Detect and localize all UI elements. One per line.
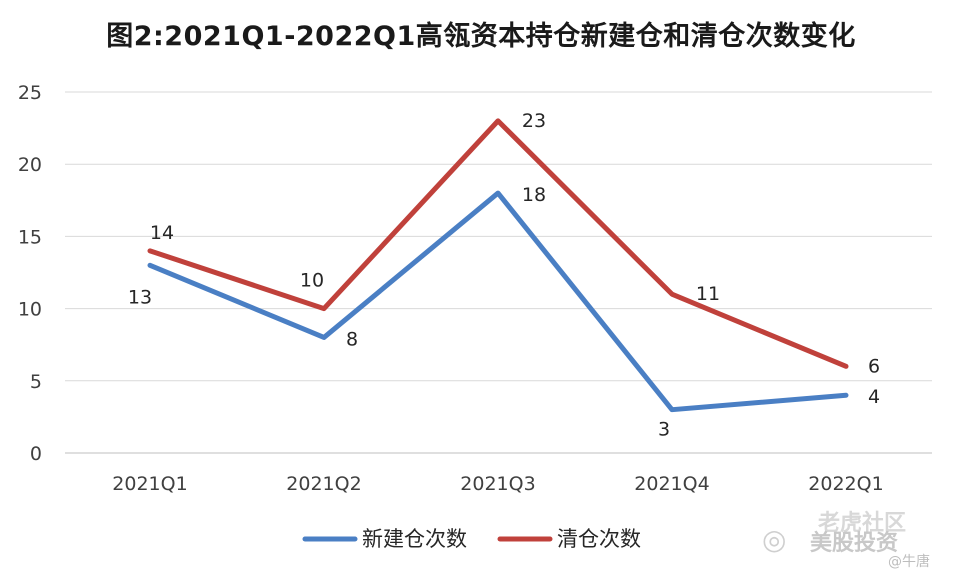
series-lines bbox=[147, 118, 849, 413]
data-label: 11 bbox=[696, 283, 720, 305]
y-axis-ticks: 0 5 10 15 20 25 bbox=[18, 82, 42, 465]
x-tick-label: 2022Q1 bbox=[808, 473, 883, 495]
x-axis-ticks: 2021Q1 2021Q2 2021Q3 2021Q4 2022Q1 bbox=[112, 473, 883, 495]
data-label: 14 bbox=[150, 222, 174, 244]
watermark: ◎ 老虎社区 美股投资 @牛唐 bbox=[760, 505, 960, 575]
series-line bbox=[147, 190, 849, 413]
watermark-line3: @牛唐 bbox=[888, 554, 930, 570]
y-tick-label: 5 bbox=[30, 371, 42, 393]
data-label: 10 bbox=[300, 270, 324, 292]
y-tick-label: 20 bbox=[18, 154, 42, 176]
watermark-line1: 老虎社区 bbox=[818, 511, 907, 536]
legend-label: 新建仓次数 bbox=[362, 527, 467, 551]
data-label: 23 bbox=[522, 110, 546, 132]
gridlines bbox=[65, 91, 932, 454]
y-tick-label: 10 bbox=[18, 299, 42, 321]
data-label: 8 bbox=[346, 328, 358, 350]
x-tick-label: 2021Q1 bbox=[112, 473, 187, 495]
data-label: 18 bbox=[522, 184, 546, 206]
legend: 新建仓次数 清仓次数 bbox=[302, 527, 641, 551]
x-tick-label: 2021Q3 bbox=[460, 473, 535, 495]
data-label: 3 bbox=[658, 419, 670, 441]
series-line bbox=[147, 118, 849, 369]
x-tick-label: 2021Q2 bbox=[286, 473, 361, 495]
x-tick-label: 2021Q4 bbox=[634, 473, 709, 495]
data-label: 6 bbox=[868, 355, 880, 377]
watermark-line2: 美股投资 bbox=[810, 531, 899, 556]
legend-label: 清仓次数 bbox=[557, 527, 641, 551]
y-tick-label: 0 bbox=[30, 443, 42, 465]
data-labels: 13 8 18 3 4 14 10 23 11 6 bbox=[128, 110, 880, 441]
chart-title: 图2:2021Q1-2022Q1高瓴资本持仓新建仓和清仓次数变化 bbox=[106, 21, 856, 52]
y-tick-label: 25 bbox=[18, 82, 42, 104]
wechat-icon: ◎ bbox=[762, 523, 787, 556]
data-label: 13 bbox=[128, 286, 152, 308]
data-label: 4 bbox=[868, 386, 880, 408]
y-tick-label: 15 bbox=[18, 226, 42, 248]
